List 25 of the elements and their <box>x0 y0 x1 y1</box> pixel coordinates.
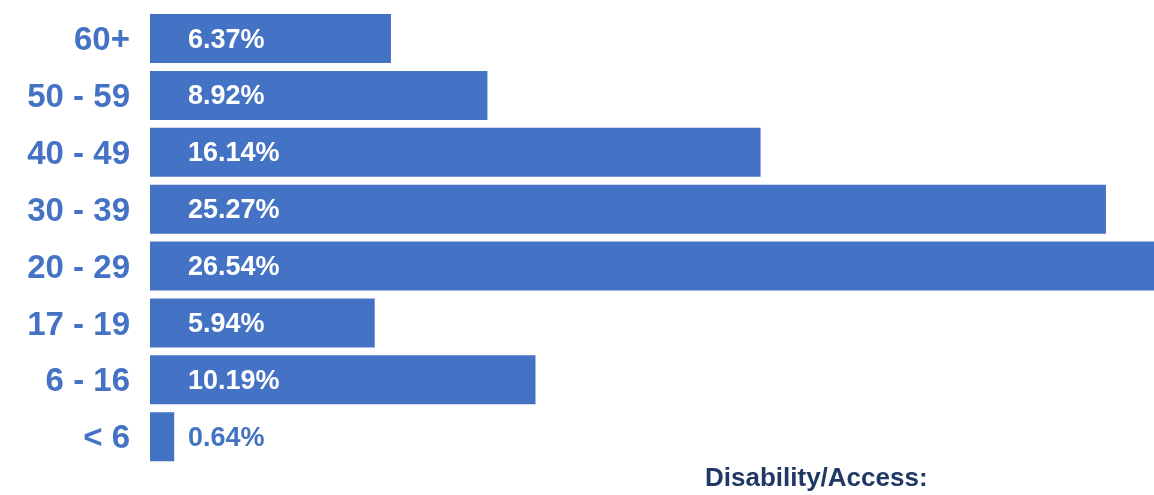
y-tick-label: 20 - 29 <box>27 247 130 285</box>
y-tick-label: 30 - 39 <box>27 190 130 228</box>
data-label: 6.37% <box>188 23 265 54</box>
data-label: 10.19% <box>188 364 280 395</box>
data-label: 5.94% <box>188 307 265 338</box>
bar <box>150 355 536 405</box>
bar <box>150 184 1106 234</box>
y-tick-label: 17 - 19 <box>27 304 130 342</box>
data-label: 25.27% <box>188 194 280 225</box>
y-tick-label: 50 - 59 <box>27 77 130 115</box>
data-label: 26.54% <box>188 251 280 281</box>
data-label: 0.64% <box>188 421 265 452</box>
y-tick-label: 40 - 49 <box>27 133 130 171</box>
data-label: 16.14% <box>188 137 280 168</box>
bar <box>150 70 488 120</box>
bar <box>150 241 1154 291</box>
data-label: 8.92% <box>188 80 265 111</box>
y-tick-label: 6 - 16 <box>45 361 130 399</box>
annotation: Disability/Access: <box>705 462 928 493</box>
bar <box>150 412 175 462</box>
bar <box>150 127 761 177</box>
bar <box>150 14 391 63</box>
y-tick-label: 60+ <box>74 20 130 58</box>
bar <box>150 298 375 348</box>
y-tick-label: < 6 <box>83 418 130 456</box>
